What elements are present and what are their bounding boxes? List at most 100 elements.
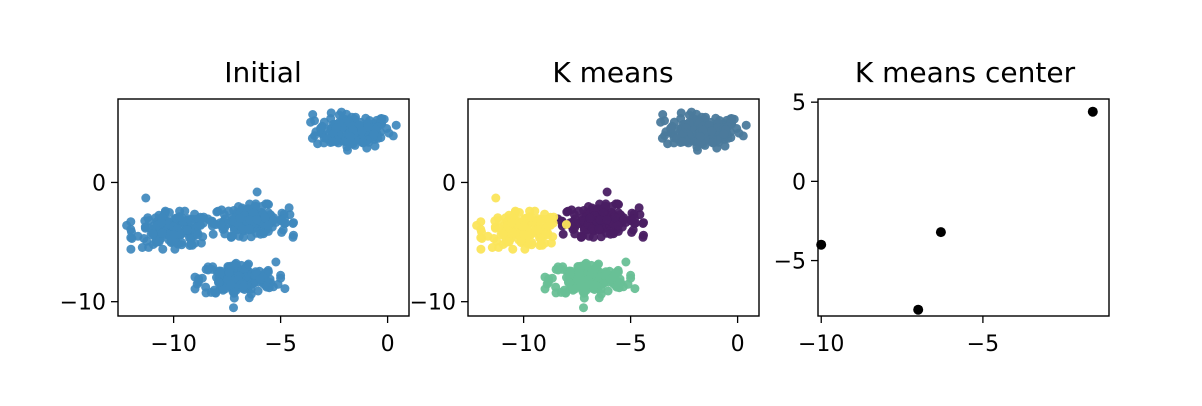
scatter-point [218, 285, 228, 295]
scatter-point [579, 303, 588, 313]
panel-title: K means [552, 56, 673, 89]
scatter-point [215, 268, 225, 278]
scatter-point [666, 123, 676, 133]
scatter-point [621, 257, 631, 267]
scatter-point [726, 114, 736, 124]
scatter-point [326, 108, 336, 118]
scatter-point [589, 282, 598, 292]
panel-title: K means center [855, 56, 1076, 89]
scatter-point [595, 215, 605, 225]
scatter-point [327, 137, 337, 147]
scatter-point [231, 258, 241, 268]
scatter-point [568, 285, 578, 295]
scatter-point [183, 225, 192, 235]
scatter-point [569, 209, 579, 219]
scatter-point [565, 268, 575, 278]
scatter-points [122, 107, 401, 313]
scatter-point [288, 232, 298, 242]
x-tick-label: 0 [731, 332, 745, 357]
scatter-point [527, 212, 537, 222]
scatter-point [476, 244, 486, 254]
scatter-point [158, 244, 168, 254]
axes-frame [817, 98, 1110, 317]
scatter-point [148, 229, 158, 239]
y-tick-label: 0 [442, 171, 456, 196]
scatter-point [177, 240, 187, 250]
scatter-point [157, 228, 167, 238]
scatter-point [322, 124, 332, 134]
scatter-point [581, 258, 591, 268]
scatter-point [681, 123, 691, 133]
scatter-point [235, 213, 245, 223]
scatter-point [280, 214, 289, 224]
scatter-point [594, 224, 604, 234]
x-tick-label: 0 [381, 332, 395, 357]
panel-kmeans-center: K means center −10 −5 5 0 −5 [774, 56, 1110, 357]
scatter-point [579, 293, 589, 303]
x-tick-label: −10 [150, 332, 196, 357]
center-point [1087, 106, 1098, 117]
scatter-point [263, 220, 273, 230]
scatter-point [610, 213, 620, 223]
center-point [816, 239, 827, 250]
scatter-point [252, 187, 262, 197]
scatter-point [520, 244, 530, 254]
scatter-point [122, 220, 132, 230]
scatter-point [519, 230, 529, 240]
scatter-point [193, 230, 203, 240]
scatter-point [533, 225, 542, 235]
scatter-point [560, 288, 570, 298]
scatter-point [540, 284, 550, 294]
scatter-point [535, 241, 545, 250]
scatter-point [639, 218, 648, 228]
scatter-point [260, 213, 270, 223]
y-tick-label: 5 [792, 91, 806, 116]
scatter-point [613, 220, 623, 230]
panel-title: Initial [224, 56, 301, 89]
scatter-point [707, 126, 717, 136]
scatter-point [603, 286, 613, 296]
scatter-point [547, 273, 557, 283]
scatter-point [543, 230, 553, 240]
scatter-point [613, 265, 623, 275]
scatter-point [602, 187, 612, 197]
scatter-point [696, 132, 705, 142]
scatter-point [238, 232, 248, 242]
scatter-point [561, 220, 571, 229]
scatter-point [491, 193, 501, 203]
scatter-point [211, 220, 221, 229]
center-point [913, 304, 924, 315]
y-tick-label: −10 [60, 291, 106, 316]
scatter-points [472, 107, 751, 313]
scatter-point [612, 282, 622, 292]
scatter-point [719, 129, 729, 139]
scatter-point [256, 229, 265, 239]
scatter-point [676, 108, 686, 118]
scatter-point [574, 267, 584, 277]
scatter-point [658, 110, 668, 119]
scatter-point [546, 220, 556, 230]
scatter-point [630, 284, 640, 294]
scatter-point [210, 288, 220, 298]
scatter-point [208, 262, 218, 272]
scatter-point [346, 132, 355, 142]
scatter-point [588, 232, 598, 242]
scatter-point [257, 201, 267, 211]
scatter-point [271, 257, 281, 267]
scatter-point [208, 229, 218, 239]
scatter-point [638, 232, 648, 242]
scatter-point [472, 220, 482, 230]
scatter-point [229, 293, 239, 303]
scatter-point [169, 230, 179, 240]
scatter-point [284, 203, 294, 213]
scatter-point [384, 128, 394, 138]
scatter-point [197, 273, 207, 283]
scatter-point [601, 201, 611, 211]
y-tick-label: −10 [410, 291, 456, 316]
scatter-point [214, 278, 224, 288]
scatter-point [144, 216, 154, 225]
scatter-point [308, 110, 318, 119]
scatter-point [498, 229, 508, 239]
scatter-point [190, 284, 200, 294]
scatter-point [237, 224, 247, 234]
